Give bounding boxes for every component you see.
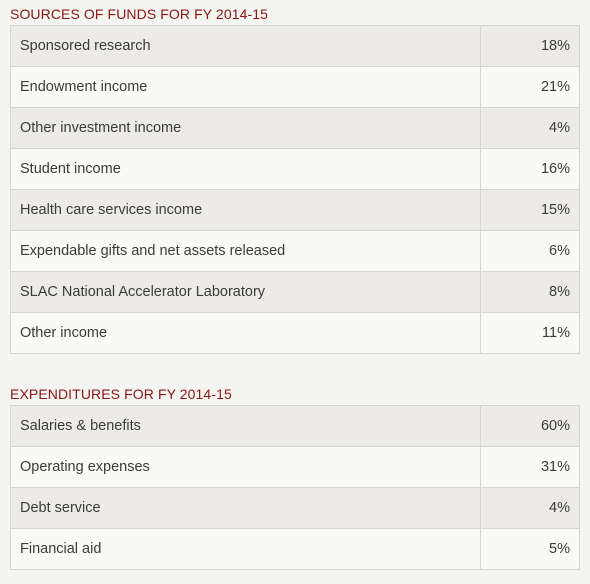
table-row: Student income 16%: [10, 148, 580, 190]
row-label: SLAC National Accelerator Laboratory: [10, 271, 481, 313]
table-row: Operating expenses 31%: [10, 446, 580, 488]
table-row: Debt service 4%: [10, 487, 580, 529]
expenditures-section: EXPENDITURES FOR FY 2014-15 Salaries & b…: [10, 383, 580, 570]
sources-section: SOURCES OF FUNDS FOR FY 2014-15 Sponsore…: [10, 3, 580, 354]
row-label: Financial aid: [10, 528, 481, 570]
row-value: 8%: [480, 271, 580, 313]
table-row: SLAC National Accelerator Laboratory 8%: [10, 271, 580, 313]
row-label: Other income: [10, 312, 481, 354]
table-row: Health care services income 15%: [10, 189, 580, 231]
table-row: Endowment income 21%: [10, 66, 580, 108]
expenditures-table: Salaries & benefits 60% Operating expens…: [10, 405, 580, 570]
row-value: 60%: [480, 405, 580, 447]
table-row: Financial aid 5%: [10, 528, 580, 570]
row-value: 31%: [480, 446, 580, 488]
row-value: 16%: [480, 148, 580, 190]
row-label: Debt service: [10, 487, 481, 529]
table-row: Other investment income 4%: [10, 107, 580, 149]
row-value: 21%: [480, 66, 580, 108]
row-value: 4%: [480, 107, 580, 149]
row-label: Health care services income: [10, 189, 481, 231]
row-value: 11%: [480, 312, 580, 354]
row-label: Expendable gifts and net assets released: [10, 230, 481, 272]
row-value: 18%: [480, 25, 580, 67]
row-label: Student income: [10, 148, 481, 190]
row-label: Sponsored research: [10, 25, 481, 67]
sources-table: Sponsored research 18% Endowment income …: [10, 25, 580, 354]
expenditures-title: EXPENDITURES FOR FY 2014-15: [10, 386, 232, 402]
row-value: 6%: [480, 230, 580, 272]
row-label: Salaries & benefits: [10, 405, 481, 447]
row-label: Operating expenses: [10, 446, 481, 488]
table-row: Salaries & benefits 60%: [10, 405, 580, 447]
row-label: Endowment income: [10, 66, 481, 108]
row-value: 15%: [480, 189, 580, 231]
row-value: 5%: [480, 528, 580, 570]
row-label: Other investment income: [10, 107, 481, 149]
sources-title: SOURCES OF FUNDS FOR FY 2014-15: [10, 6, 269, 22]
table-row: Sponsored research 18%: [10, 25, 580, 67]
table-row: Other income 11%: [10, 312, 580, 354]
table-row: Expendable gifts and net assets released…: [10, 230, 580, 272]
row-value: 4%: [480, 487, 580, 529]
